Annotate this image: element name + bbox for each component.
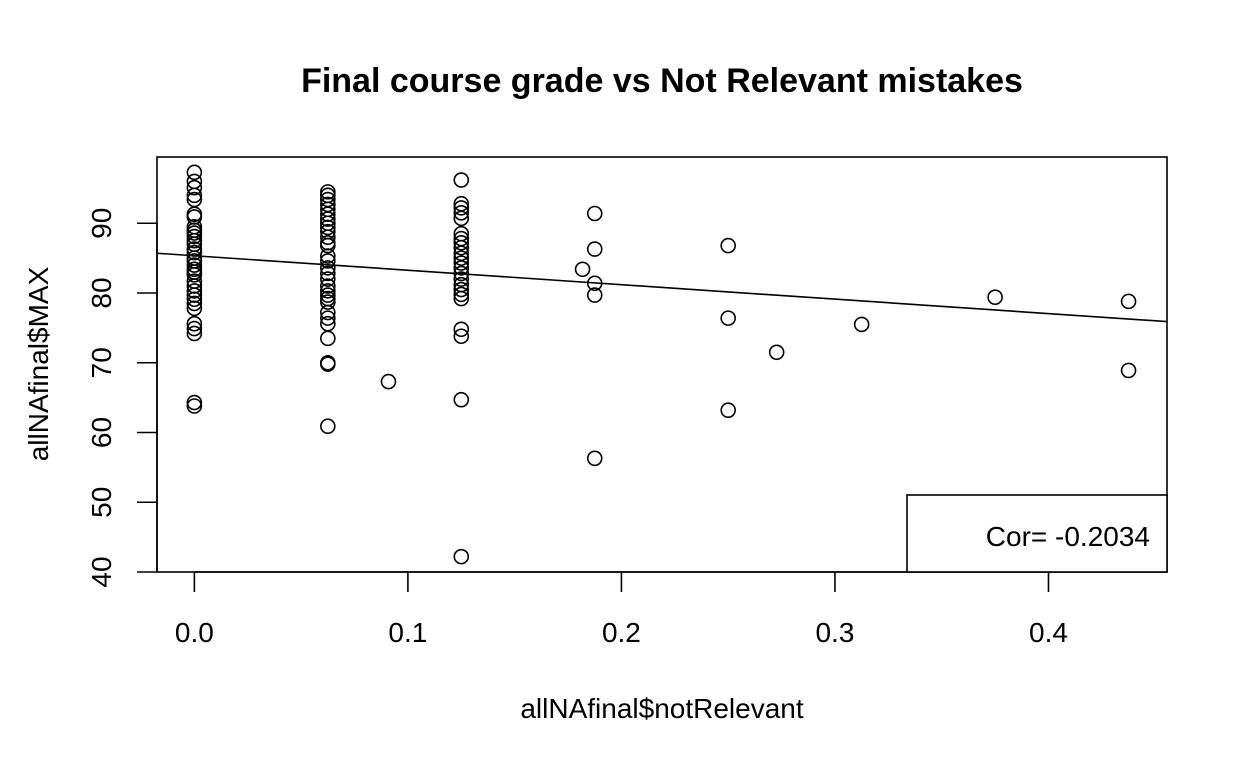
y-tick-label: 90 xyxy=(86,208,117,239)
data-point xyxy=(320,294,336,310)
data-point xyxy=(186,232,203,249)
data-point xyxy=(186,267,203,283)
data-point xyxy=(453,234,470,251)
data-point xyxy=(186,325,203,342)
y-tick-label: 40 xyxy=(86,556,117,587)
data-point xyxy=(320,418,336,435)
data-point xyxy=(453,321,470,338)
data-point xyxy=(186,291,203,308)
data-point xyxy=(186,164,203,181)
data-point xyxy=(320,253,336,269)
data-point xyxy=(186,295,203,312)
y-tick-label: 80 xyxy=(86,277,117,308)
data-point xyxy=(453,265,470,282)
y-tick-label: 70 xyxy=(86,347,117,378)
x-tick-label: 0.2 xyxy=(602,617,641,648)
data-point xyxy=(320,271,336,287)
data-point xyxy=(853,316,870,333)
data-point xyxy=(720,237,736,254)
data-point xyxy=(574,261,591,278)
data-point xyxy=(380,373,397,390)
regression-line xyxy=(156,252,1168,323)
data-point xyxy=(320,184,336,200)
x-tick-label: 0.4 xyxy=(1029,617,1068,648)
data-point xyxy=(186,228,203,245)
data-point xyxy=(453,200,470,216)
regression-line-layer xyxy=(156,252,1168,323)
data-point xyxy=(320,260,336,276)
data-point xyxy=(320,237,336,254)
data-point xyxy=(186,179,203,196)
data-point xyxy=(453,271,470,287)
data-point xyxy=(186,241,203,257)
data-point xyxy=(453,290,470,307)
data-point xyxy=(586,275,603,292)
data-point xyxy=(186,315,203,332)
data-point xyxy=(586,287,603,303)
data-point xyxy=(586,450,603,467)
data-point xyxy=(453,210,470,227)
data-point xyxy=(453,281,470,298)
x-tick-label: 0.0 xyxy=(175,617,214,648)
data-point xyxy=(186,394,203,411)
data-point xyxy=(453,204,470,221)
data-point xyxy=(453,239,470,256)
data-point xyxy=(586,241,603,257)
data-point xyxy=(320,283,336,299)
data-point xyxy=(186,225,203,241)
data-point xyxy=(1120,293,1137,310)
data-point xyxy=(320,330,336,347)
data-point xyxy=(320,219,336,236)
y-tick-label: 60 xyxy=(86,417,117,448)
y-tick-label: 50 xyxy=(86,487,117,518)
data-point xyxy=(186,244,203,261)
data-point xyxy=(453,260,470,276)
data-point xyxy=(453,286,470,303)
data-point xyxy=(186,257,203,273)
data-point xyxy=(453,391,470,408)
legend-frame xyxy=(906,494,1168,573)
data-point xyxy=(320,287,336,303)
data-point xyxy=(186,320,203,337)
chart-title: Final course grade vs Not Relevant mista… xyxy=(301,62,1023,100)
x-tick-label: 0.1 xyxy=(388,617,427,648)
data-point xyxy=(320,304,336,321)
data-point xyxy=(987,289,1003,305)
data-point xyxy=(320,265,336,282)
data-point xyxy=(453,548,470,565)
data-point xyxy=(320,211,336,227)
data-point xyxy=(186,300,203,317)
x-axis: 0.0 0.1 0.2 0.3 0.4 xyxy=(175,571,1068,648)
data-point xyxy=(186,398,203,414)
x-axis-label: allNAfinal$notRelevant xyxy=(520,693,804,724)
data-point xyxy=(720,310,736,326)
data-point xyxy=(320,310,336,326)
data-point xyxy=(453,172,470,188)
x-tick-label: 0.3 xyxy=(815,617,854,648)
data-point xyxy=(186,283,203,299)
y-axis: 40 50 60 70 80 90 xyxy=(86,208,158,588)
data-point xyxy=(720,402,736,418)
data-point xyxy=(320,229,336,246)
data-points xyxy=(186,164,1137,565)
data-point xyxy=(586,205,603,222)
data-point xyxy=(453,255,470,271)
legend-text: Cor= -0.2034 xyxy=(986,521,1150,552)
data-point xyxy=(320,248,336,264)
data-point xyxy=(320,356,336,372)
data-point xyxy=(186,187,203,204)
y-axis-label: allNAfinal$MAX xyxy=(23,266,54,461)
data-point xyxy=(453,250,470,266)
data-point xyxy=(768,344,785,361)
data-point xyxy=(320,278,336,294)
legend: Cor= -0.2034 xyxy=(906,494,1168,573)
data-point xyxy=(453,328,470,345)
data-point xyxy=(1120,362,1137,379)
